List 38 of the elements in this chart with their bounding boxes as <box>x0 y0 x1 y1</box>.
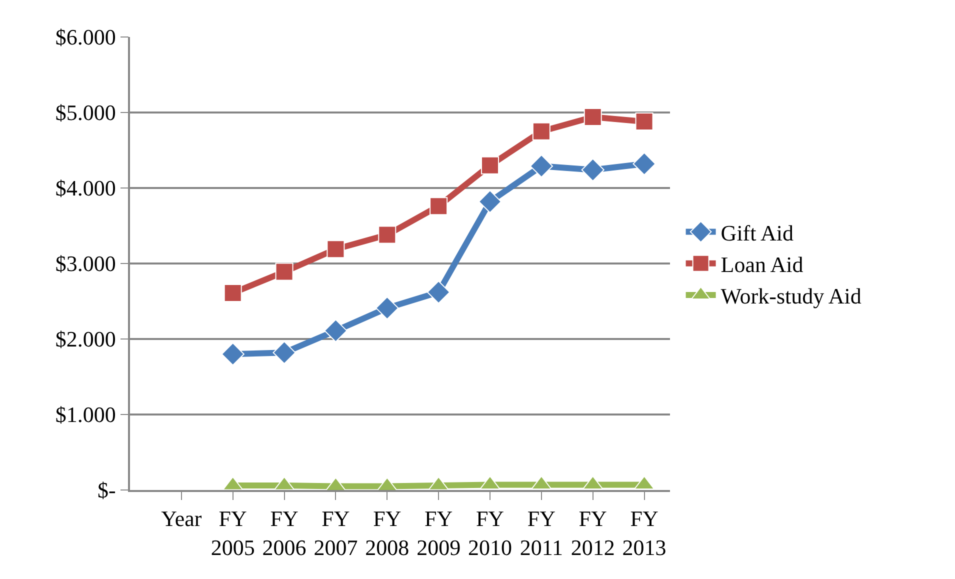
point <box>326 240 345 258</box>
point <box>581 158 604 182</box>
point <box>478 190 502 214</box>
x-tick-label: FY 2010 <box>468 506 512 560</box>
point <box>272 341 296 364</box>
x-tick-label: FY 2009 <box>416 506 461 560</box>
legend-label: Gift Aid <box>720 220 794 246</box>
point <box>376 296 399 320</box>
x-tick-label: FY 2012 <box>570 506 615 560</box>
point <box>632 152 656 176</box>
point <box>324 319 348 342</box>
y-tick-label: $5.000 <box>55 100 116 126</box>
point <box>530 154 553 178</box>
point <box>275 262 294 281</box>
x-tick-label: Year <box>161 506 202 532</box>
y-tick-label: $1.000 <box>55 402 116 428</box>
y-tick-label: $- <box>98 478 116 503</box>
y-tick-label: $4.000 <box>55 176 116 201</box>
point <box>221 342 244 366</box>
point <box>635 112 654 131</box>
point <box>427 280 450 304</box>
y-tick-label: $3.000 <box>55 251 116 276</box>
point <box>224 284 242 302</box>
point <box>481 156 499 174</box>
point <box>430 197 448 216</box>
y-tick-label: $2.000 <box>55 326 116 352</box>
legend-label: Loan Aid <box>720 252 804 277</box>
point <box>532 122 550 140</box>
legend-label: Work-study Aid <box>720 284 862 309</box>
y-tick-label: $6.000 <box>55 24 116 50</box>
point <box>378 226 396 244</box>
point <box>584 108 602 126</box>
x-tick-label: FY 2011 <box>520 506 564 560</box>
x-tick-label: FY 2005 <box>210 506 255 560</box>
x-tick-label: FY 2013 <box>622 506 666 560</box>
x-tick-label: FY 2007 <box>314 506 358 560</box>
x-tick-label: FY 2006 <box>262 506 306 560</box>
x-tick-label: FY 2008 <box>365 506 410 560</box>
